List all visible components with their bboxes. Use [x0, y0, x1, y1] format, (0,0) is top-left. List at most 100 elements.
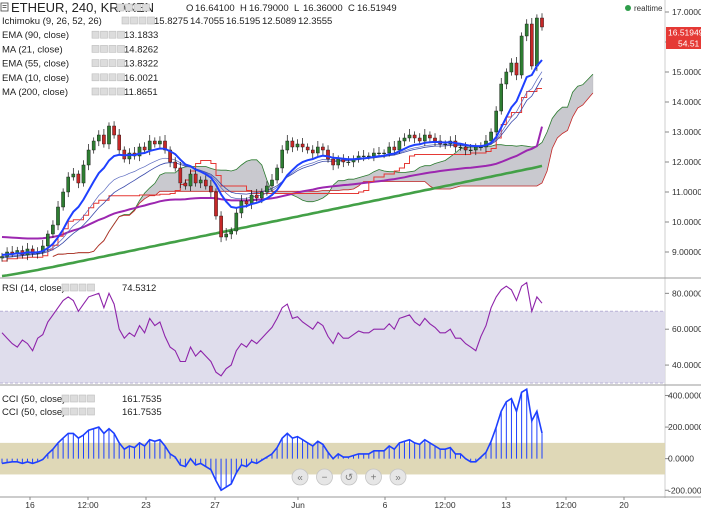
legend-control-icon[interactable]: [130, 16, 138, 25]
legend-control-icon[interactable]: [116, 3, 125, 12]
legend-control-icon[interactable]: [87, 407, 95, 416]
legend-control-icon[interactable]: [147, 16, 155, 25]
time-tick-label: 12:00: [77, 500, 99, 510]
legend-control-icon[interactable]: [117, 30, 125, 39]
candle: [494, 106, 499, 138]
legend-control-icon[interactable]: [91, 87, 100, 96]
legend-control-icon[interactable]: [108, 30, 117, 39]
indicator-value: 14.8262: [124, 44, 158, 55]
legend-control-icon[interactable]: [117, 73, 125, 82]
header-controls[interactable]: [116, 3, 150, 12]
cci-tick-label: -200.0000: [668, 485, 701, 495]
reset-icon[interactable]: ↺: [340, 468, 358, 486]
legend-control-icon[interactable]: [133, 3, 142, 12]
candle: [152, 137, 157, 148]
legend-control-icon[interactable]: [91, 30, 100, 39]
legend-control-icon[interactable]: [87, 283, 95, 292]
time-tick-label: 27: [210, 500, 220, 510]
candle: [428, 131, 432, 142]
legend-control-icon[interactable]: [61, 394, 70, 403]
legend-control-icon[interactable]: [117, 45, 125, 53]
candle: [402, 133, 407, 147]
legend-control-icon[interactable]: [61, 407, 70, 416]
legend-control-icon[interactable]: [70, 394, 78, 403]
ohlc-value: 16.64100: [195, 3, 235, 14]
candle: [535, 14, 539, 72]
cci-tick-label: 200.0000: [668, 422, 701, 432]
time-tick-label: 16: [25, 500, 35, 510]
legend-control-icon[interactable]: [78, 394, 87, 403]
cci-value: 161.7535: [122, 394, 162, 405]
zoom-glyph: ↺: [345, 473, 353, 484]
candle: [193, 168, 198, 187]
legend-control-icon[interactable]: [78, 283, 87, 292]
legend-control-icon[interactable]: [91, 59, 100, 67]
ohlc-value: 16.36000: [303, 3, 343, 14]
candle: [524, 19, 529, 42]
rsi-legend: RSI (14, close) 74.5312: [2, 283, 156, 294]
rsi-tick-label: 80.0000: [672, 288, 701, 298]
legend-control-icon[interactable]: [108, 87, 117, 96]
legend-control-icon[interactable]: [100, 59, 108, 67]
legend-control-icon[interactable]: [125, 3, 133, 12]
candle: [509, 58, 514, 76]
candle: [214, 188, 218, 220]
indicator-name: Ichimoku (9, 26, 52, 26): [2, 16, 102, 27]
cloud-span-a: [52, 73, 594, 257]
legend-control-icon[interactable]: [70, 407, 78, 416]
candle: [61, 188, 65, 211]
time-tick-label: 23: [141, 500, 151, 510]
candle: [71, 168, 76, 181]
secondary-price-text: 54.51: [678, 39, 700, 49]
legend-control-icon[interactable]: [100, 30, 108, 39]
legend-control-icon[interactable]: [61, 283, 70, 292]
candle: [519, 32, 524, 79]
candle: [417, 133, 422, 145]
zoom-in-icon[interactable]: +: [365, 468, 382, 486]
indicator-name: MA (200, close): [2, 87, 68, 98]
legend-control-icon[interactable]: [91, 73, 100, 82]
candle: [142, 142, 147, 154]
legend-control-icon[interactable]: [117, 87, 125, 96]
zoom-glyph: −: [322, 473, 328, 484]
legend-control-icon[interactable]: [70, 283, 78, 292]
candle: [96, 130, 101, 147]
legend-control-icon[interactable]: [91, 45, 100, 53]
cci-name: CCI (50, close): [2, 407, 65, 418]
legend-control-icon[interactable]: [121, 16, 130, 25]
legend-control-icon[interactable]: [138, 16, 147, 25]
legend-control-icon[interactable]: [108, 59, 117, 67]
zoom-out-icon[interactable]: −: [316, 468, 333, 486]
time-tick-label: 13: [501, 500, 511, 510]
scroll-left-icon[interactable]: «: [291, 468, 309, 486]
ohlc-label: L: [294, 3, 299, 14]
legend-control-icon[interactable]: [142, 3, 150, 12]
legend-control-icon[interactable]: [108, 73, 117, 82]
indicator-value: 12.5089: [262, 16, 296, 27]
legend-control-icon[interactable]: [117, 59, 125, 67]
candle: [91, 137, 96, 154]
candle: [540, 13, 544, 31]
legend-control-icon[interactable]: [100, 45, 108, 53]
zoom-controls[interactable]: « − ↺ + »: [291, 468, 407, 486]
legend-control-icon[interactable]: [100, 87, 108, 96]
legend-control-icon[interactable]: [78, 407, 87, 416]
cloud-span-b: [52, 92, 594, 257]
candle: [219, 211, 223, 243]
menu-icon[interactable]: [0, 2, 9, 12]
indicator-name: EMA (10, close): [2, 73, 69, 84]
candle: [254, 189, 259, 202]
scroll-right-icon[interactable]: »: [389, 468, 407, 486]
chart-header: ETHEUR, 240, KRAKEN O 16.64100 H 16.79000 L 1…: [0, 0, 663, 15]
legend-control-icon[interactable]: [108, 45, 117, 53]
candle: [102, 129, 106, 148]
legend-control-icon[interactable]: [100, 73, 108, 82]
cci-name: CCI (50, close): [2, 394, 65, 405]
price-tick-label: 12.00000: [672, 157, 701, 167]
candle: [316, 141, 320, 157]
candle: [514, 57, 519, 81]
legend-control-icon[interactable]: [87, 394, 95, 403]
candle: [407, 129, 412, 142]
time-axis-ticks: 16 12:00 23 27 Jun 6 12:00 13 12:00 20: [25, 497, 629, 510]
